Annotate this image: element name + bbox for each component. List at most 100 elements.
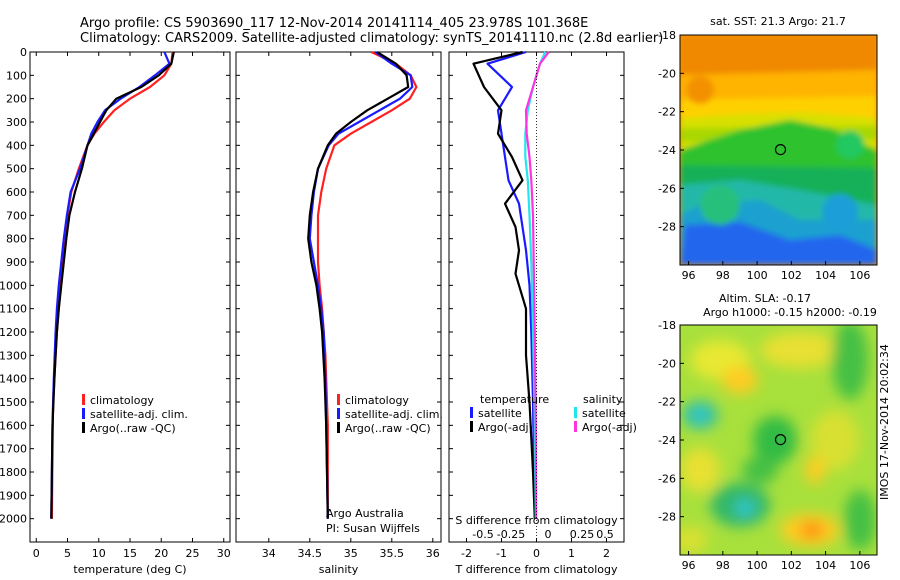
legend-title: salinity [583,393,623,406]
map-title: sat. SST: 21.3 Argo: 21.7 [710,15,846,28]
map-title: Altim. SLA: -0.17 [719,292,811,305]
x-tick-label: -1 [496,547,507,560]
map-subtitle: Argo h1000: -0.15 h2000: -0.19 [703,306,877,319]
y-tick-label: 1700 [0,443,27,456]
x-tick-label-secondary: 0.25 [570,528,595,541]
y-tick-label: 1800 [0,466,27,479]
y-tick-label: 1200 [0,326,27,339]
x-tick-label: 104 [815,559,836,572]
y-tick-label: -28 [658,221,676,234]
legend-swatch [82,394,85,405]
y-tick-label: -18 [658,29,676,42]
legend-swatch [337,394,340,405]
y-tick-label: -24 [658,144,676,157]
legend-swatch [574,407,577,418]
y-tick-label: 0 [20,46,27,59]
legend-label: climatology [90,394,154,407]
y-tick-label: -28 [658,511,676,524]
y-tick-label: -20 [658,357,676,370]
y-tick-label: 1500 [0,396,27,409]
figure-title-line2: Climatology: CARS2009. Satellite-adjuste… [80,31,664,46]
x-tick-label: 2 [603,547,610,560]
y-tick-label: 300 [6,116,27,129]
annotation-text: Argo Australia [326,507,404,520]
x-tick-label: 100 [747,559,768,572]
x-tick-label: 100 [747,269,768,282]
x-tick-label: 96 [682,559,696,572]
y-tick-label: 2000 [0,513,27,526]
sla-map-axes: 96 98 100 102 104 106 -28 -26 -24 -22 -20 -18 Altim.… [658,292,877,572]
legend-label: satellite [582,407,626,420]
legend-swatch [470,407,473,418]
series-line-argo-adj- [472,50,536,519]
sla-map [680,325,877,555]
argo-position-marker [774,144,787,156]
legend-swatch [574,421,577,432]
x-tick-label-secondary: 0 [545,528,552,541]
y-tick-label: 700 [6,209,27,222]
x-tick-label: 106 [849,269,870,282]
axes-frame [235,51,442,543]
x-tick-label: 30 [217,547,231,560]
series-line-argo-raw-qc- [50,51,175,519]
y-tick-label: 1400 [0,373,27,386]
sst-map [680,35,877,265]
x-tick-label: 15 [123,547,137,560]
x-axis-label: temperature (deg C) [73,563,186,576]
y-tick-label: 1000 [0,279,27,292]
x-tick-label: 10 [92,547,106,560]
x-tick-label: 5 [64,547,71,560]
y-tick-label: -20 [658,67,676,80]
y-tick-label: 500 [6,163,27,176]
figure-title-line1: Argo profile: CS 5903690_117 12-Nov-2014… [80,16,589,31]
x-tick-label: 102 [781,269,802,282]
legend-swatch [82,422,85,433]
x-tick-label: 36 [426,547,440,560]
x-tick-label: 106 [849,559,870,572]
series-line-argo-adj- [524,51,550,519]
argo-position-marker [774,434,787,446]
legend-label: satellite [478,407,522,420]
legend-label: Argo(..raw -QC) [345,422,431,435]
x-tick-label: 20 [154,547,168,560]
y-tick-label: 900 [6,256,27,269]
y-tick-label: 800 [6,233,27,246]
x-tick-label-secondary: 0.5 [596,528,614,541]
x-tick-label: 35.5 [380,547,405,560]
y-tick-label: 1900 [0,489,27,502]
legend-label: satellite-adj. clim. [345,408,443,421]
x-tick-label: 25 [186,547,200,560]
x-axis-label: salinity [319,563,359,576]
x-tick-label: 35 [344,547,358,560]
salinity-profile-panel: 34 34.5 35 35.5 36 salinity climatologysatelli… [235,51,443,576]
series-line-satellite-adj-clim- [308,51,414,519]
legend-label: Argo(-adj) [582,421,637,434]
temperature-profile-panel: 0 100 200 300 400 500 600 700 800 900 1000 1100 1200… [0,46,231,576]
series-line-satellite-adj-clim- [50,51,171,519]
x-tick-label: 98 [716,559,730,572]
legend-label: climatology [345,394,409,407]
x-tick-label: 96 [682,269,696,282]
legend-swatch [337,422,340,433]
y-tick-label: 1100 [0,303,27,316]
x-tick-label-secondary: -0.25 [497,528,525,541]
y-tick-label: 100 [6,69,27,82]
y-tick-label: 200 [6,93,27,106]
legend-swatch [337,408,340,419]
x-axis-label-secondary: S difference from climatology [455,514,618,527]
y-tick-label: -26 [658,182,676,195]
series-line-argo-raw-qc- [307,51,410,519]
series-line-satellite [486,50,536,519]
y-tick-label: 400 [6,139,27,152]
x-tick-label: 34.5 [298,547,323,560]
x-tick-label: 0 [533,547,540,560]
series-line-climatology [316,51,418,519]
y-tick-label: 1300 [0,349,27,362]
y-tick-label: 600 [6,186,27,199]
x-tick-label: 98 [716,269,730,282]
legend-swatch [82,408,85,419]
y-tick-label: -24 [658,434,676,447]
y-tick-label: -26 [658,472,676,485]
y-tick-label: -22 [658,106,676,119]
